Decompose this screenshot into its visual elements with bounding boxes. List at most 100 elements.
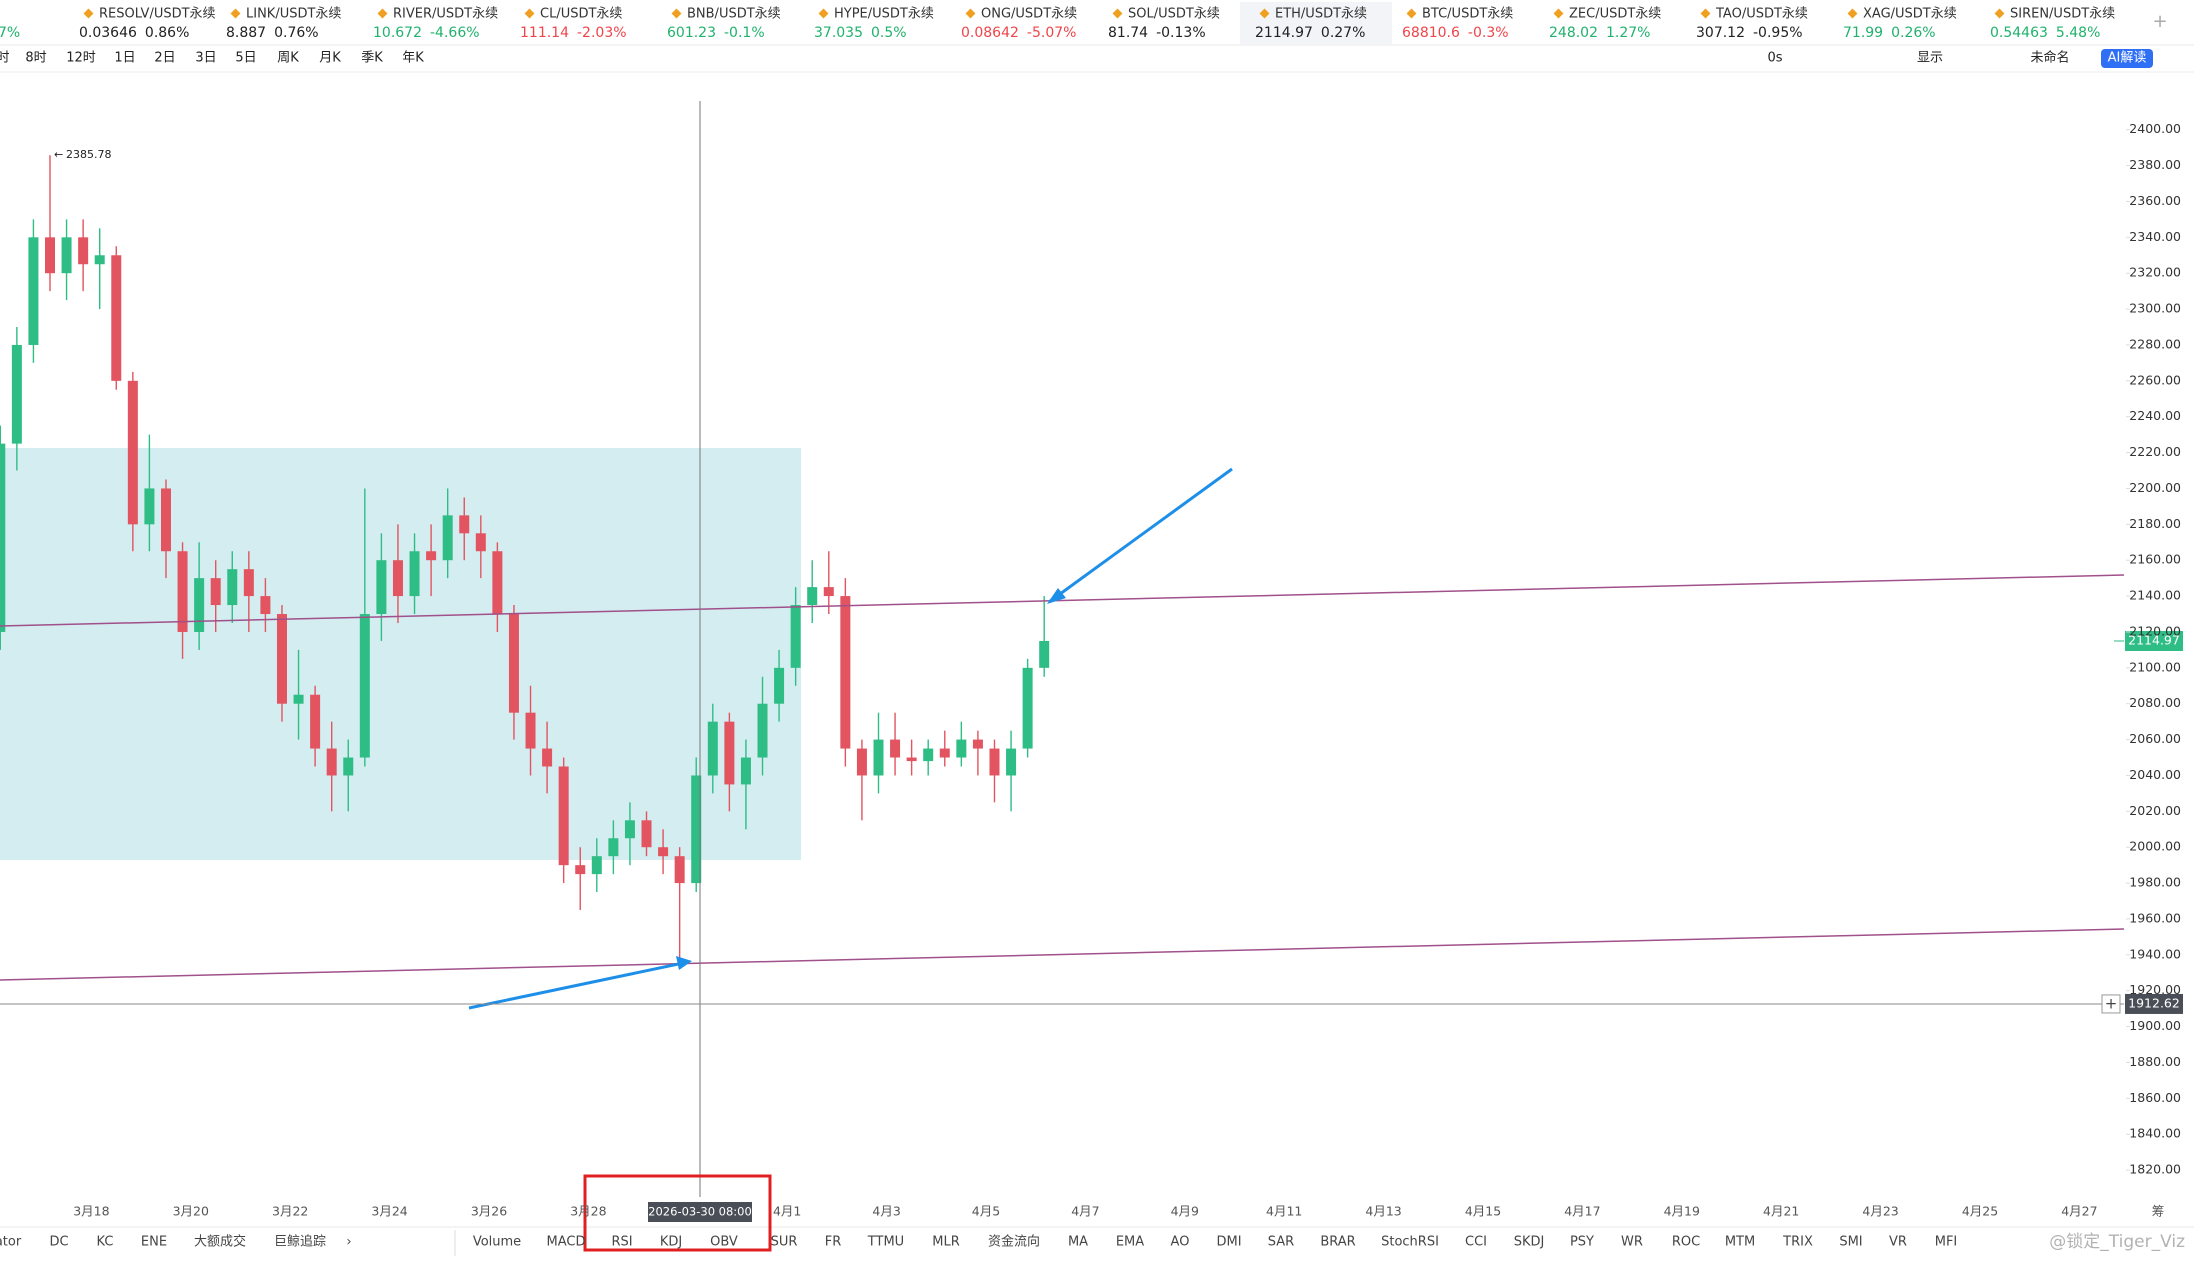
ticker-price[interactable]: 307.12 <box>1696 25 1745 41</box>
indicator-tab[interactable]: StochRSI <box>1381 1235 1439 1250</box>
indicator-tab[interactable]: MACD <box>547 1235 586 1250</box>
indicator-tab[interactable]: ator <box>0 1235 22 1250</box>
ticker-price[interactable]: 8.887 <box>226 25 266 41</box>
timeframe-button[interactable]: 年K <box>402 51 424 66</box>
ticker-name[interactable]: RESOLV/USDT永续 <box>99 7 216 22</box>
ticker-change[interactable]: -2.03% <box>577 25 627 41</box>
indicator-tab[interactable]: WR <box>1621 1235 1643 1250</box>
ticker-price[interactable]: 0.08642 <box>961 25 1019 41</box>
indicator-tab[interactable]: KC <box>97 1235 114 1250</box>
ticker-name[interactable]: ETH/USDT永续 <box>1275 7 1367 22</box>
ticker-name[interactable]: LINK/USDT永续 <box>246 7 341 22</box>
indicator-tab[interactable]: ROC <box>1672 1235 1700 1250</box>
timeframe-button[interactable]: 2日 <box>154 51 175 66</box>
indicator-tab[interactable]: EMA <box>1116 1235 1144 1250</box>
indicator-tab[interactable]: AO <box>1171 1235 1190 1250</box>
ticker-price[interactable]: 81.74 <box>1108 25 1148 41</box>
ticker-name[interactable]: TAO/USDT永续 <box>1715 7 1808 22</box>
candle-body <box>939 748 950 758</box>
ticker-change[interactable]: -5.07% <box>1027 25 1077 41</box>
indicator-tab[interactable]: DMI <box>1216 1235 1241 1250</box>
indicator-tab[interactable]: MLR <box>932 1235 960 1250</box>
ticker-price[interactable]: 601.23 <box>667 25 716 41</box>
indicator-tab[interactable]: MFI <box>1935 1235 1958 1250</box>
indicator-tab[interactable]: 大额成交 <box>194 1234 246 1250</box>
ticker-name[interactable]: SIREN/USDT永续 <box>2010 7 2115 22</box>
ticker-change[interactable]: 0.86% <box>145 25 189 41</box>
ticker-icon <box>671 8 682 19</box>
ticker-name[interactable]: RIVER/USDT永续 <box>393 7 498 22</box>
ticker-name[interactable]: HYPE/USDT永续 <box>834 7 934 22</box>
indicator-tab[interactable]: BRAR <box>1320 1235 1355 1250</box>
timeframe-button[interactable]: 12时 <box>66 51 96 66</box>
ticker-name[interactable]: ZEC/USDT永续 <box>1569 7 1661 22</box>
ticker-name[interactable]: BNB/USDT永续 <box>687 7 781 22</box>
indicator-tab[interactable]: SMI <box>1839 1235 1862 1250</box>
indicator-tab[interactable]: MTM <box>1725 1235 1755 1250</box>
ticker-change[interactable]: 5.48% <box>2056 25 2100 41</box>
indicator-tab[interactable]: ENE <box>141 1235 167 1250</box>
ai-button-bg[interactable] <box>2101 49 2153 68</box>
ticker-price[interactable]: 71.99 <box>1843 25 1883 41</box>
crosshair-plus-box[interactable] <box>2101 994 2121 1014</box>
ticker-price[interactable]: 37.035 <box>814 25 863 41</box>
indicator-tab[interactable]: MA <box>1068 1235 1088 1250</box>
ticker-change[interactable]: 7% <box>0 25 20 41</box>
indicator-tab[interactable]: OBV <box>710 1235 738 1250</box>
indicator-tab[interactable]: 资金流向 <box>988 1234 1040 1250</box>
ticker-change[interactable]: -0.95% <box>1753 25 1803 41</box>
ticker-change[interactable]: -4.66% <box>430 25 480 41</box>
ticker-name[interactable]: XAG/USDT永续 <box>1863 7 1957 22</box>
timeframe-button[interactable]: 季K <box>361 51 383 66</box>
indicator-tab[interactable]: Volume <box>473 1235 521 1250</box>
ticker-change[interactable]: 0.27% <box>1321 25 1365 41</box>
scroll-arrow[interactable]: › <box>346 1235 351 1250</box>
ticker-change[interactable]: -0.3% <box>1468 25 1509 41</box>
ticker-price[interactable]: 68810.6 <box>1402 25 1460 41</box>
indicator-tab[interactable]: 巨鲸追踪 <box>274 1234 326 1250</box>
indicator-tab[interactable]: FR <box>825 1235 842 1250</box>
crosshair-plus[interactable]: + <box>2105 994 2118 1012</box>
indicator-tab[interactable]: RSI <box>611 1235 632 1250</box>
ticker-name[interactable]: CL/USDT永续 <box>540 7 622 22</box>
candle-body <box>774 667 785 704</box>
timeframe-button[interactable]: 周K <box>277 51 299 66</box>
indicator-tab[interactable]: DC <box>49 1235 68 1250</box>
indicator-tab[interactable]: VR <box>1889 1235 1907 1250</box>
ticker-price[interactable]: 0.54463 <box>1990 25 2048 41</box>
ticker-change[interactable]: 0.76% <box>274 25 318 41</box>
ticker-change[interactable]: 0.26% <box>1891 25 1935 41</box>
timer[interactable]: 0s <box>1767 51 1782 66</box>
timeframe-button[interactable]: 8时 <box>25 51 46 66</box>
ticker-price[interactable]: 111.14 <box>520 25 569 41</box>
indicator-tab[interactable]: TTMU <box>867 1235 904 1250</box>
indicator-tab[interactable]: SKDJ <box>1514 1235 1545 1250</box>
ticker-change[interactable]: -0.1% <box>724 25 765 41</box>
candle-body <box>194 578 205 632</box>
ai-button[interactable]: AI解读 <box>2108 51 2147 66</box>
indicator-tab[interactable]: CCI <box>1465 1235 1487 1250</box>
indicator-tab[interactable]: KDJ <box>660 1235 682 1250</box>
ticker-price[interactable]: 10.672 <box>373 25 422 41</box>
ticker-change[interactable]: 1.27% <box>1606 25 1650 41</box>
ticker-name[interactable]: ONG/USDT永续 <box>981 7 1077 22</box>
ticker-name[interactable]: SOL/USDT永续 <box>1128 7 1220 22</box>
indicator-tab[interactable]: PSY <box>1570 1235 1594 1250</box>
indicator-tab[interactable]: SUR <box>771 1235 798 1250</box>
indicator-tab[interactable]: SAR <box>1268 1235 1294 1250</box>
add-tab[interactable]: + <box>2152 11 2167 32</box>
timeframe-button[interactable]: 5日 <box>235 51 256 66</box>
timeframe-button[interactable]: 3日 <box>195 51 216 66</box>
ticker-price[interactable]: 0.03646 <box>79 25 137 41</box>
ticker-price[interactable]: 2114.97 <box>1255 25 1313 41</box>
ticker-change[interactable]: -0.13% <box>1156 25 1206 41</box>
timeframe-button[interactable]: 1日 <box>114 51 135 66</box>
ticker-price[interactable]: 248.02 <box>1549 25 1598 41</box>
ticker-change[interactable]: 0.5% <box>871 25 907 41</box>
ticker-name[interactable]: BTC/USDT永续 <box>1422 7 1513 22</box>
indicator-tab[interactable]: TRIX <box>1782 1235 1813 1250</box>
layout-name[interactable]: 未命名 <box>2030 50 2069 66</box>
display-button[interactable]: 显示 <box>1917 51 1943 66</box>
timeframe-button[interactable]: 时 <box>0 51 10 66</box>
timeframe-button[interactable]: 月K <box>319 51 341 66</box>
